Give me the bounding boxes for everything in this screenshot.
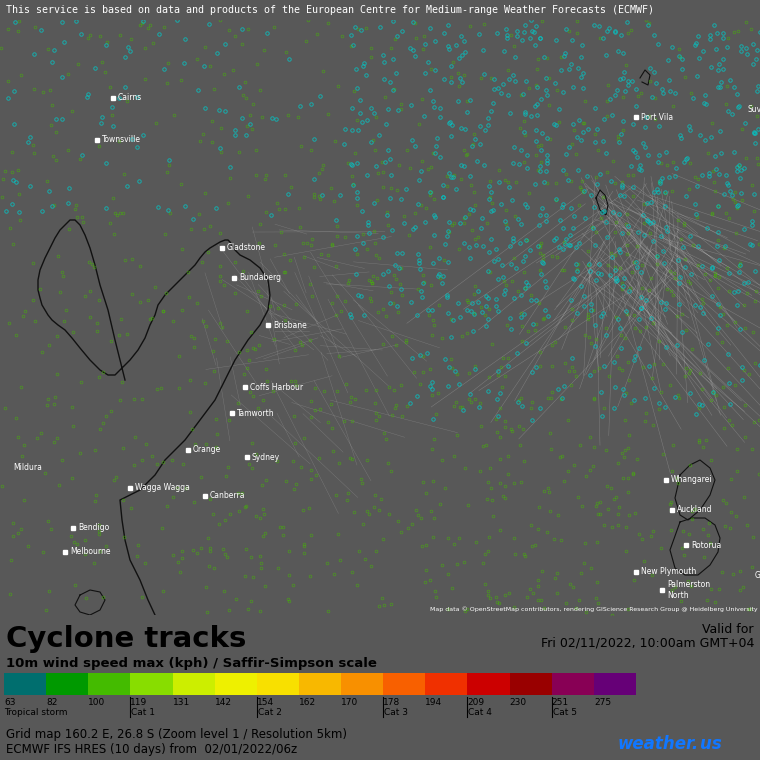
Text: ECMWF IFS HRES (10 days) from  02/01/2022/06z: ECMWF IFS HRES (10 days) from 02/01/2022… [6,743,297,756]
Bar [299,673,341,695]
Bar [552,673,594,695]
Bar [131,673,173,695]
Text: us: us [700,735,722,753]
Text: 10m wind speed max (kph) / Saffir-Simpson scale: 10m wind speed max (kph) / Saffir-Simpso… [6,657,377,670]
Bar [4,673,46,695]
Bar [426,673,467,695]
Text: 178: 178 [383,698,401,707]
Bar [467,673,510,695]
Text: Gl: Gl [755,571,760,579]
Text: weather.: weather. [618,735,699,753]
Text: Orange: Orange [193,445,221,454]
Text: Canberra: Canberra [210,492,245,501]
Text: Cat 2: Cat 2 [258,708,282,717]
Text: 162: 162 [299,698,316,707]
Text: Port Vila: Port Vila [641,112,673,122]
Text: 230: 230 [510,698,527,707]
Bar [257,673,299,695]
Text: Map data © OpenStreetMap contributors, rendering GIScience Research Group @ Heid: Map data © OpenStreetMap contributors, r… [430,606,758,612]
Text: Cat 5: Cat 5 [553,708,577,717]
Text: Auckland: Auckland [677,505,713,515]
Text: Cairns: Cairns [118,93,142,103]
Text: Mildura: Mildura [13,464,42,473]
Text: Coffs Harbour: Coffs Harbour [250,382,303,391]
Text: 154: 154 [257,698,274,707]
Text: Suv: Suv [748,106,760,115]
Text: This service is based on data and products of the European Centre for Medium-ran: This service is based on data and produc… [6,5,654,15]
Text: Bundaberg: Bundaberg [239,274,281,283]
Text: Rotorua: Rotorua [691,540,721,549]
Text: 142: 142 [214,698,232,707]
Text: 119: 119 [131,698,147,707]
Text: Townsville: Townsville [102,135,141,144]
Text: Cat 4: Cat 4 [468,708,492,717]
Bar [88,673,131,695]
Text: Tropical storm: Tropical storm [4,708,68,717]
Text: Cat 1: Cat 1 [131,708,155,717]
Text: Bendigo: Bendigo [78,524,109,533]
Bar [383,673,426,695]
Text: Cyclone tracks: Cyclone tracks [6,625,246,653]
Text: Cat 3: Cat 3 [385,708,408,717]
Text: 100: 100 [88,698,106,707]
Text: 194: 194 [426,698,442,707]
Text: Brisbane: Brisbane [273,321,307,330]
Text: 82: 82 [46,698,58,707]
Text: Wagga Wagga: Wagga Wagga [135,483,190,492]
Text: 63: 63 [4,698,15,707]
Bar [214,673,257,695]
Text: 131: 131 [173,698,190,707]
Text: Grid map 160.2 E, 26.8 S (Zoom level 1 / Resolution 5km): Grid map 160.2 E, 26.8 S (Zoom level 1 /… [6,728,347,741]
Bar [46,673,88,695]
Text: Fri 02/11/2022, 10:00am GMT+04: Fri 02/11/2022, 10:00am GMT+04 [540,637,754,650]
Text: Sydney: Sydney [252,452,280,461]
Text: Gladstone: Gladstone [227,243,266,252]
Text: Melbourne: Melbourne [70,547,110,556]
Bar [594,673,636,695]
Text: Palmerston
North: Palmerston North [667,581,710,600]
Text: Whangarei: Whangarei [671,476,713,485]
Bar [341,673,383,695]
Text: 275: 275 [594,698,611,707]
Bar [510,673,552,695]
Bar [173,673,214,695]
Text: Valid for: Valid for [702,623,754,636]
Text: New Plymouth: New Plymouth [641,568,696,577]
Text: Tamworth: Tamworth [237,409,274,417]
Text: 170: 170 [341,698,358,707]
Text: 209: 209 [467,698,485,707]
Text: 251: 251 [552,698,568,707]
